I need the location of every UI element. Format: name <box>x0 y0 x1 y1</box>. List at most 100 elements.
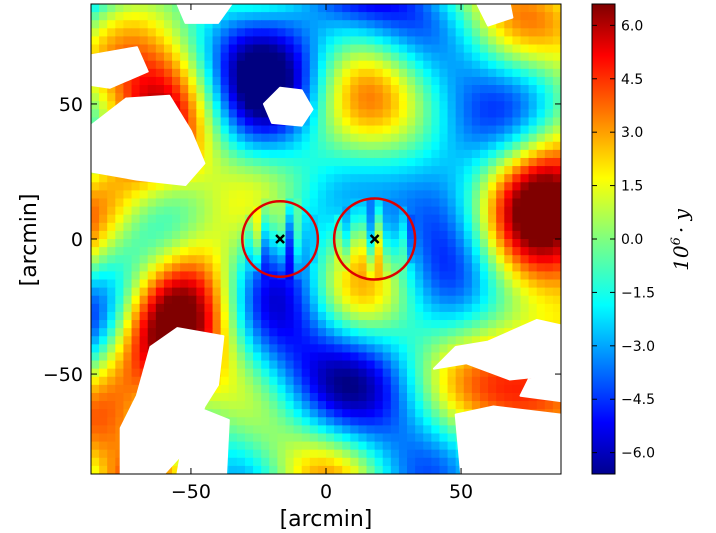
heatmap-cell <box>358 44 368 54</box>
heatmap-cell <box>244 303 254 313</box>
heatmap-cell <box>172 271 181 281</box>
heatmap-cell <box>253 239 262 248</box>
heatmap-cell <box>107 449 116 459</box>
heatmap-cell <box>407 239 416 248</box>
heatmap-cell <box>350 182 360 191</box>
heatmap-cell <box>382 157 392 167</box>
heatmap-cell <box>147 239 157 248</box>
heatmap-cell <box>99 263 108 273</box>
heatmap-cell <box>552 206 561 216</box>
heatmap-cell <box>374 384 384 394</box>
heatmap-cell <box>326 336 335 345</box>
heatmap-cell <box>471 174 481 183</box>
heatmap-cell <box>309 206 319 216</box>
heatmap-cell <box>172 214 181 224</box>
heatmap-cell <box>431 174 441 183</box>
masked-region <box>262 86 314 127</box>
heatmap-cell <box>398 344 408 354</box>
heatmap-cell <box>342 28 351 38</box>
heatmap-cell <box>350 60 360 70</box>
heatmap-cell <box>439 376 449 386</box>
heatmap-cell <box>552 28 561 38</box>
heatmap-cell <box>479 384 489 394</box>
heatmap-cell <box>496 247 505 256</box>
heatmap-cell <box>334 368 343 378</box>
heatmap-cell <box>317 141 327 151</box>
heatmap-cell <box>415 133 424 143</box>
heatmap-cell <box>496 214 505 224</box>
heatmap-cell <box>447 320 457 329</box>
heatmap-cell <box>228 320 238 329</box>
heatmap-cell <box>326 182 335 191</box>
heatmap-cell <box>236 117 246 127</box>
heatmap-cell <box>196 141 206 151</box>
heatmap-cell <box>447 133 457 143</box>
heatmap-cell <box>228 52 238 62</box>
heatmap-cell <box>423 392 432 402</box>
heatmap-cell <box>358 263 368 273</box>
heatmap-cell <box>285 449 295 459</box>
heatmap-cell <box>520 101 530 110</box>
heatmap-cell <box>407 60 416 70</box>
heatmap-cell <box>423 222 432 232</box>
heatmap-cell <box>196 76 206 86</box>
heatmap-cell <box>131 287 141 297</box>
heatmap-cell <box>342 441 351 451</box>
heatmap-cell <box>188 214 197 224</box>
heatmap-cell <box>358 60 368 70</box>
heatmap-cell <box>317 133 327 143</box>
heatmap-cell <box>180 247 189 256</box>
heatmap-cell <box>407 433 416 443</box>
heatmap-cell <box>317 392 327 402</box>
heatmap-cell <box>91 417 100 426</box>
heatmap-cell <box>326 68 335 78</box>
heatmap-cell <box>520 125 530 135</box>
heatmap-cell <box>334 376 343 386</box>
heatmap-cell <box>488 401 497 410</box>
heatmap-cell <box>463 279 473 289</box>
heatmap-cell <box>504 376 513 386</box>
heatmap-cell <box>390 433 400 443</box>
heatmap-cell <box>447 465 457 474</box>
heatmap-cell <box>99 85 108 94</box>
heatmap-cell <box>374 360 384 370</box>
heatmap-cell <box>123 239 133 248</box>
heatmap-cell <box>334 417 343 426</box>
heatmap-cell <box>277 336 287 345</box>
heatmap-cell <box>463 401 473 410</box>
heatmap-cell <box>479 336 489 345</box>
heatmap-cell <box>212 68 222 78</box>
heatmap-cell <box>163 287 173 297</box>
heatmap-cell <box>447 12 457 21</box>
heatmap-cell <box>236 85 246 94</box>
heatmap-cell <box>350 239 360 248</box>
heatmap-cell <box>382 457 392 467</box>
heatmap-cell <box>350 222 360 232</box>
heatmap-cell <box>163 190 173 200</box>
heatmap-cell <box>334 44 343 54</box>
heatmap-cell <box>123 303 133 313</box>
heatmap-cell <box>188 198 197 208</box>
x-axis-title: [arcmin] <box>280 507 373 532</box>
heatmap-cell <box>244 206 254 216</box>
heatmap-cell <box>488 174 497 183</box>
heatmap-cell <box>536 85 546 94</box>
heatmap-cell <box>342 279 351 289</box>
heatmap-cell <box>301 368 311 378</box>
heatmap-cell <box>326 166 335 175</box>
heatmap-cell <box>423 449 432 459</box>
heatmap-cell <box>277 417 287 426</box>
heatmap-cell <box>528 68 538 78</box>
heatmap-cell <box>358 117 368 127</box>
heatmap-cell <box>99 392 108 402</box>
heatmap-cell <box>301 76 311 86</box>
heatmap-cell <box>350 376 360 386</box>
heatmap-cell <box>123 287 133 297</box>
heatmap-cell <box>536 76 546 86</box>
heatmap-cell <box>382 360 392 370</box>
heatmap-cell <box>471 336 481 345</box>
heatmap-cell <box>261 457 270 467</box>
heatmap-cell <box>123 247 133 256</box>
heatmap-cell <box>155 198 165 208</box>
heatmap-cell <box>253 449 262 459</box>
